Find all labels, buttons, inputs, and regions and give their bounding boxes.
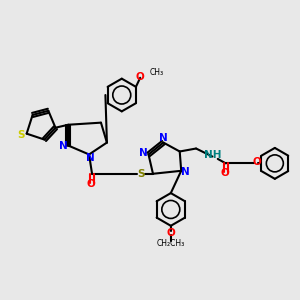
Text: O: O [252,157,261,167]
Text: S: S [18,130,25,140]
Text: CH₂CH₃: CH₂CH₃ [157,239,185,248]
Text: O: O [167,228,175,238]
Text: O: O [86,179,95,189]
Text: N: N [59,140,68,151]
Text: O: O [221,168,230,178]
Text: N: N [139,148,148,158]
Text: N: N [181,167,190,177]
Text: N: N [86,153,95,163]
Text: S: S [137,169,145,179]
Text: NH: NH [204,150,222,160]
Text: N: N [159,133,168,142]
Text: CH₃: CH₃ [150,68,164,77]
Text: O: O [136,72,145,82]
